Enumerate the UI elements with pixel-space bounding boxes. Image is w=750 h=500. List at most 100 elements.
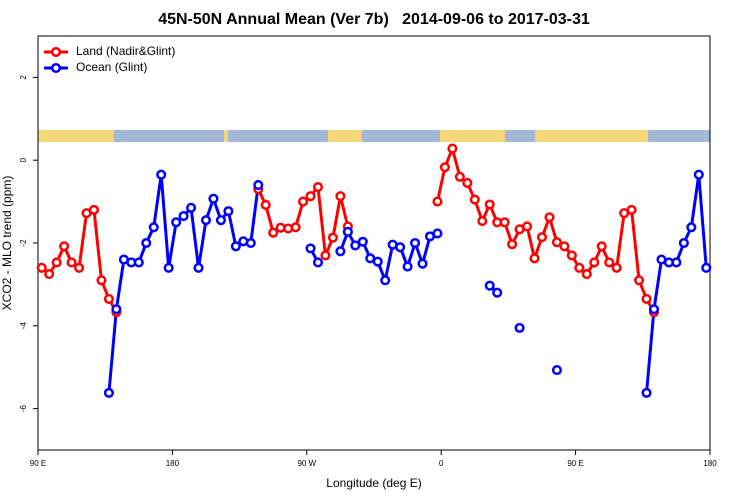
data-point <box>641 293 652 304</box>
data-point <box>380 275 391 286</box>
data-point <box>559 241 570 252</box>
data-point <box>648 304 660 315</box>
data-point <box>88 204 100 215</box>
data-point <box>514 322 525 333</box>
data-point <box>701 262 712 273</box>
data-point <box>335 246 346 257</box>
data-point <box>566 250 577 261</box>
plot-frame <box>37 35 711 451</box>
data-point <box>215 215 226 226</box>
x-tick-label: 0 <box>439 459 444 468</box>
x-axis-label: Longitude (deg E) <box>326 476 421 490</box>
data-point <box>186 202 197 213</box>
data-point <box>551 237 562 248</box>
data-point <box>626 204 637 215</box>
ocean-strip <box>114 130 224 142</box>
data-point <box>111 304 122 315</box>
data-point <box>320 250 331 261</box>
data-point <box>156 169 167 180</box>
data-point <box>529 253 540 264</box>
data-point <box>253 179 264 191</box>
data-point <box>686 222 697 233</box>
data-point <box>312 257 324 268</box>
data-point <box>200 215 212 226</box>
data-point <box>230 241 241 252</box>
data-point <box>290 222 301 233</box>
ocean-strip <box>648 130 710 142</box>
x-tick-label: 90 E <box>567 459 583 468</box>
data-point <box>439 162 450 173</box>
data-point <box>260 199 271 210</box>
data-point <box>641 387 652 398</box>
data-point <box>141 237 152 249</box>
data-point <box>395 242 406 253</box>
data-point <box>305 243 316 254</box>
data-point <box>223 206 234 217</box>
data-point <box>74 262 85 273</box>
data-point <box>402 261 413 272</box>
ocean-strip <box>362 130 440 142</box>
data-point <box>469 194 480 205</box>
data-point <box>148 222 159 233</box>
data-point <box>208 193 219 204</box>
y-tick-label: -4 <box>19 322 28 330</box>
y-tick-label: -2 <box>19 239 28 247</box>
data-point <box>59 241 70 252</box>
legend-marker <box>50 46 62 58</box>
data-point <box>66 257 77 268</box>
legend-label: Ocean (Glint) <box>76 60 147 74</box>
data-point <box>327 232 338 243</box>
ocean-strip <box>505 130 535 142</box>
data-point <box>268 227 279 238</box>
data-point <box>611 262 622 273</box>
data-point <box>484 280 495 291</box>
data-point <box>51 257 62 268</box>
data-point <box>693 169 704 180</box>
land-ocean-strip <box>38 130 710 142</box>
data-point <box>178 211 189 222</box>
y-tick-label: 0 <box>19 157 28 162</box>
data-point <box>634 275 645 286</box>
data-point <box>357 236 368 247</box>
data-point <box>432 228 443 239</box>
series-line <box>107 173 708 394</box>
x-tick-label: 90 W <box>297 459 316 468</box>
x-tick-label: 90 E <box>30 459 46 468</box>
y-tick-label: 2 <box>19 75 28 80</box>
data-point <box>432 196 443 207</box>
data-point <box>103 293 114 304</box>
x-tick-label: 180 <box>703 459 717 468</box>
data-point <box>589 257 600 268</box>
data-point <box>298 196 309 207</box>
data-point <box>335 191 346 202</box>
data-point <box>163 262 174 273</box>
data-point <box>133 257 144 268</box>
data-point <box>350 240 361 251</box>
data-point <box>604 257 615 268</box>
data-point <box>372 256 383 267</box>
data-point <box>507 239 518 250</box>
data-point <box>417 258 428 269</box>
data-point <box>312 182 324 193</box>
data-point <box>171 217 182 228</box>
data-point <box>342 226 353 237</box>
data-point <box>596 241 607 252</box>
data-point <box>410 237 421 249</box>
data-point <box>36 262 47 273</box>
legend-marker <box>50 62 62 74</box>
data-point <box>462 177 473 189</box>
data-point <box>96 275 107 286</box>
y-axis-label: XCO2 - MLO trend (ppm) <box>0 176 14 311</box>
data-point <box>551 365 562 376</box>
data-point <box>447 143 458 154</box>
data-point <box>484 199 495 210</box>
y-tick-label: -6 <box>19 404 28 412</box>
data-point <box>522 221 533 232</box>
data-point <box>103 387 114 398</box>
data-point <box>492 287 503 298</box>
data-point <box>499 217 510 228</box>
data-point <box>536 232 548 243</box>
data-point <box>671 257 682 268</box>
x-tick-label: 180 <box>166 459 180 468</box>
